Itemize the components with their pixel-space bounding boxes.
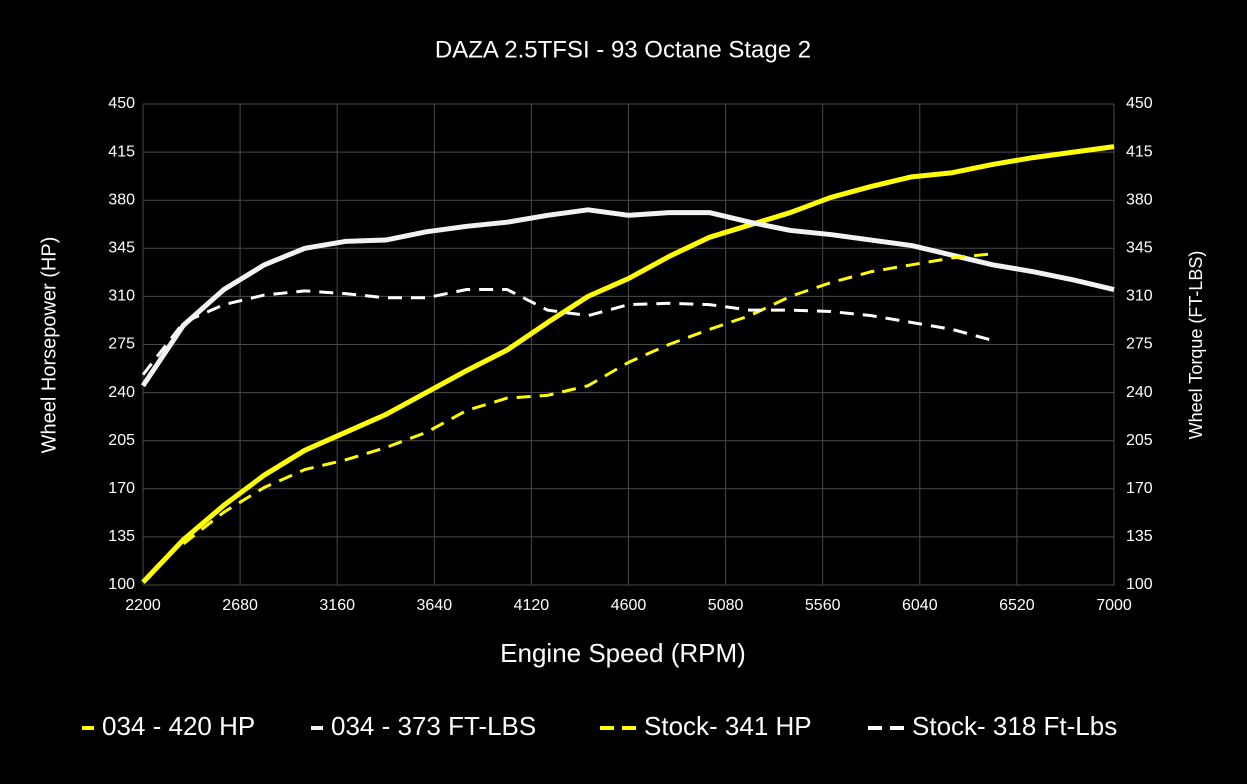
- x-tick-label: 7000: [1096, 597, 1132, 614]
- y-tick-label: 415: [108, 143, 135, 160]
- y2-axis-label: Wheel Torque (FT-LBS): [1186, 251, 1206, 440]
- y-tick-label: 450: [108, 95, 135, 112]
- legend-label: 034 - 420 HP: [102, 711, 255, 741]
- legend-label: 034 - 373 FT-LBS: [331, 711, 536, 741]
- y2-tick-label: 310: [1126, 288, 1153, 305]
- y-tick-label: 100: [108, 576, 135, 593]
- y-tick-label: 205: [108, 432, 135, 449]
- y2-tick-label: 345: [1126, 240, 1153, 257]
- y2-tick-label: 380: [1126, 191, 1153, 208]
- line-series: [141, 144, 1115, 584]
- y2-tick-label: 240: [1126, 384, 1153, 401]
- x-tick-label: 6040: [902, 597, 938, 614]
- line-series: [140, 207, 1115, 388]
- x-axis-label: Engine Speed (RPM): [500, 638, 746, 668]
- y2-tick-label: 415: [1126, 143, 1153, 160]
- y-tick-label: 380: [108, 191, 135, 208]
- chart-title: DAZA 2.5TFSI - 93 Octane Stage 2: [435, 36, 811, 63]
- x-tick-label: 5560: [805, 597, 841, 614]
- line-series: [141, 288, 994, 376]
- y-tick-label: 135: [108, 528, 135, 545]
- x-tick-label: 3160: [319, 597, 355, 614]
- y-tick-label: 310: [108, 288, 135, 305]
- y-tick-label: 240: [108, 384, 135, 401]
- y-tick-label: 275: [108, 336, 135, 353]
- legend-label: Stock- 341 HP: [644, 711, 812, 741]
- y2-tick-label: 275: [1126, 336, 1153, 353]
- x-tick-label: 4600: [611, 597, 647, 614]
- y2-tick-label: 135: [1126, 528, 1153, 545]
- x-tick-label: 2200: [125, 597, 161, 614]
- x-tick-label: 4120: [514, 597, 550, 614]
- y2-tick-label: 205: [1126, 432, 1153, 449]
- y2-tick-label: 100: [1126, 576, 1153, 593]
- x-tick-label: 6520: [999, 597, 1035, 614]
- legend-label: Stock- 318 Ft-Lbs: [912, 711, 1117, 741]
- y2-tick-label: 170: [1126, 480, 1153, 497]
- x-tick-label: 2680: [222, 597, 258, 614]
- y-axis-label: Wheel Horsepower (HP): [38, 237, 60, 454]
- x-tick-label: 3640: [417, 597, 453, 614]
- line-series: [182, 252, 993, 545]
- x-tick-label: 5080: [708, 597, 744, 614]
- y-tick-label: 170: [108, 480, 135, 497]
- y-tick-label: 345: [108, 240, 135, 257]
- y2-tick-label: 450: [1126, 95, 1153, 112]
